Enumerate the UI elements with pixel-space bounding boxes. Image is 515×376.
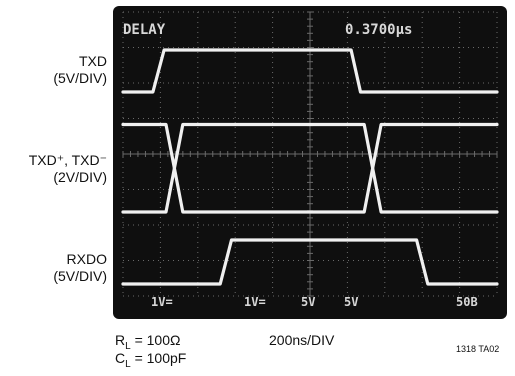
screen-marker-4: 5V	[344, 295, 358, 309]
channel-label-rxdo: RXDO (5V/DIV)	[53, 251, 107, 285]
channel-label-txd-diff-name: TXD⁺, TXD⁻	[28, 152, 107, 168]
readout-mode: DELAY	[123, 22, 166, 38]
trace-ch2-seg1	[121, 122, 499, 214]
screen-marker-5: 50Β	[456, 295, 478, 309]
channel-label-txd: TXD (5V/DIV)	[53, 53, 107, 87]
screen-marker-2: 1V=	[244, 295, 266, 309]
timebase-label: 200ns/DIV	[269, 332, 335, 348]
channel-label-txd-diff-scale: (2V/DIV)	[53, 169, 107, 185]
load-capacitance-symbol: C	[115, 350, 126, 366]
channel-label-rxdo-scale: (5V/DIV)	[53, 268, 107, 284]
load-capacitance-subscript: L	[125, 358, 131, 370]
screen-marker-1: 1V=	[151, 295, 173, 309]
screen-marker-3: 5V	[301, 295, 315, 309]
readout-delay: 0.3700µs	[345, 22, 412, 38]
load-resistance-symbol: R	[115, 332, 126, 348]
trace-ch3-seg1	[121, 238, 499, 286]
channel-label-txd-diff: TXD⁺, TXD⁻ (2V/DIV)	[29, 152, 107, 186]
traces	[121, 48, 499, 286]
channel-label-txd-name: TXD	[79, 53, 107, 69]
load-resistance-value: = 100Ω	[130, 332, 181, 348]
load-capacitance: CL = 100pF	[115, 350, 186, 370]
load-resistance-subscript: L	[125, 340, 131, 352]
oscilloscope-screen: DELAY 0.3700µs 1V= 1V= 5V 5V 50Β	[113, 6, 507, 319]
load-capacitance-value: = 100pF	[130, 350, 187, 366]
trace-ch1-seg1	[121, 48, 499, 94]
channel-label-txd-scale: (5V/DIV)	[53, 70, 107, 86]
channel-label-rxdo-name: RXDO	[66, 251, 107, 267]
figure-code: 1318 TA02	[456, 344, 500, 354]
trace-ch2-seg2	[121, 122, 499, 214]
load-resistance: RL = 100Ω	[115, 332, 180, 352]
